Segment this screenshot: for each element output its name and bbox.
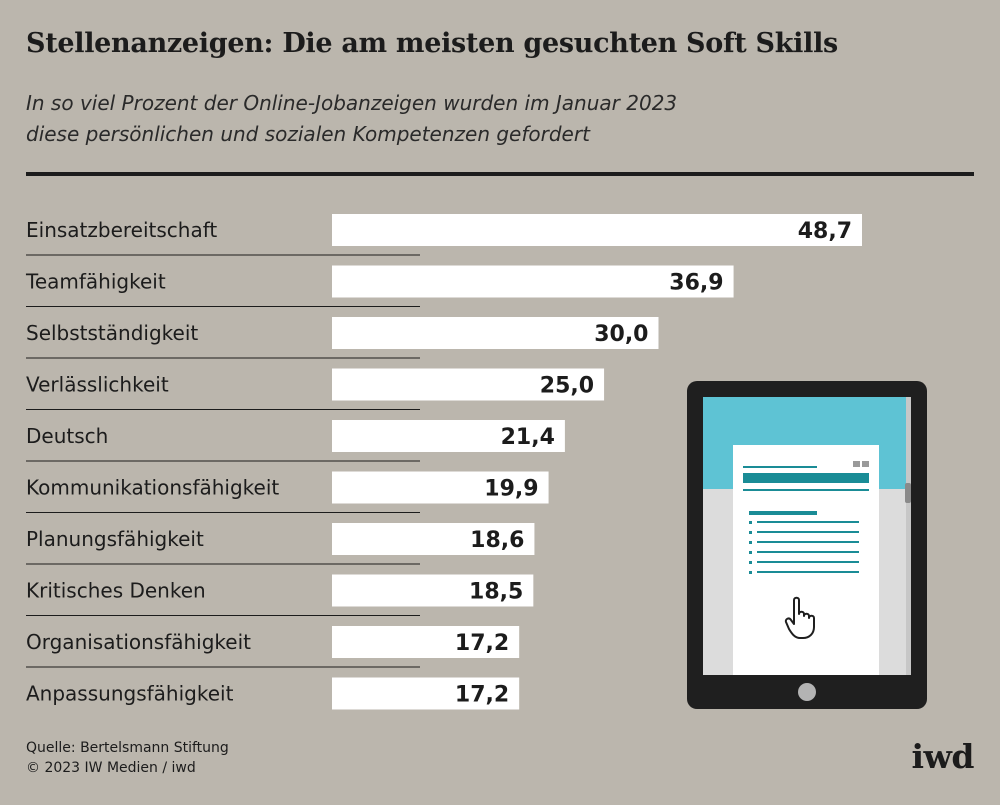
bar <box>332 523 535 555</box>
document-top-line <box>743 466 817 468</box>
subtitle-line-1: In so viel Prozent der Online-Jobanzeige… <box>26 91 678 115</box>
value-label: 30,0 <box>594 322 648 347</box>
iwd-logo: iwd <box>911 737 974 776</box>
category-label: Organisationsfähigkeit <box>26 630 251 654</box>
document-bullet <box>749 551 752 554</box>
copyright-text: © 2023 IW Medien / iwd <box>26 760 196 776</box>
document-line <box>757 561 859 563</box>
bar <box>332 677 520 710</box>
screen-scrollbar-thumb <box>905 483 911 503</box>
document-subheading <box>749 511 817 515</box>
bar <box>332 265 734 298</box>
category-label: Verlässlichkeit <box>26 373 169 397</box>
chart-title: Stellenanzeigen: Die am meisten gesuchte… <box>26 28 838 59</box>
value-label: 21,4 <box>501 425 555 450</box>
source-note: Quelle: Bertelsmann Stiftung © 2023 IW M… <box>26 738 229 778</box>
document-line <box>757 541 859 543</box>
value-label: 18,6 <box>470 528 524 553</box>
subtitle-line-2: diese persönlichen und sozialen Kompeten… <box>26 122 590 146</box>
category-label: Teamfähigkeit <box>25 270 166 294</box>
value-label: 18,5 <box>469 580 523 605</box>
source-text: Quelle: Bertelsmann Stiftung <box>26 740 229 756</box>
document-window-control <box>862 461 869 467</box>
document-bullet <box>749 571 752 574</box>
category-label: Anpassungsfähigkeit <box>26 682 234 706</box>
value-label: 36,9 <box>669 271 723 296</box>
screen-scrollbar-track <box>906 397 911 675</box>
category-label: Kritisches Denken <box>26 579 206 603</box>
document-line <box>757 531 859 533</box>
category-label: Einsatzbereitschaft <box>26 218 217 242</box>
category-label: Planungsfähigkeit <box>26 527 204 551</box>
document-bullet <box>749 531 752 534</box>
bar <box>332 574 534 607</box>
tablet-home-button <box>798 683 816 701</box>
bar <box>332 317 659 349</box>
value-label: 17,2 <box>455 683 509 708</box>
value-label: 19,9 <box>484 477 538 502</box>
document-line <box>757 551 859 553</box>
value-label: 25,0 <box>540 374 594 399</box>
hand-pointer-icon <box>784 596 815 639</box>
bar-chart: Einsatzbereitschaft 48,7 Teamfähigkeit 36,9… <box>25 214 862 710</box>
document-line <box>757 571 859 573</box>
category-label: Kommunikationsfähigkeit <box>26 476 279 500</box>
document-bullet <box>749 561 752 564</box>
bar <box>332 214 862 246</box>
document-window-control <box>853 461 860 467</box>
category-label: Selbstständigkeit <box>26 321 198 345</box>
document-bullet <box>749 541 752 544</box>
bar <box>332 368 605 401</box>
value-label: 17,2 <box>455 631 509 656</box>
value-label: 48,7 <box>798 219 852 244</box>
document-line <box>757 521 859 523</box>
title-divider <box>26 172 974 176</box>
bar <box>332 626 520 658</box>
document-rule <box>743 489 869 491</box>
tablet-icon <box>687 381 927 709</box>
category-label: Deutsch <box>26 424 108 448</box>
bar <box>332 471 549 504</box>
document-bullet <box>749 521 752 524</box>
document-heading-bar <box>743 473 869 483</box>
bar <box>332 420 565 452</box>
chart-subtitle: In so viel Prozent der Online-Jobanzeige… <box>26 88 926 150</box>
